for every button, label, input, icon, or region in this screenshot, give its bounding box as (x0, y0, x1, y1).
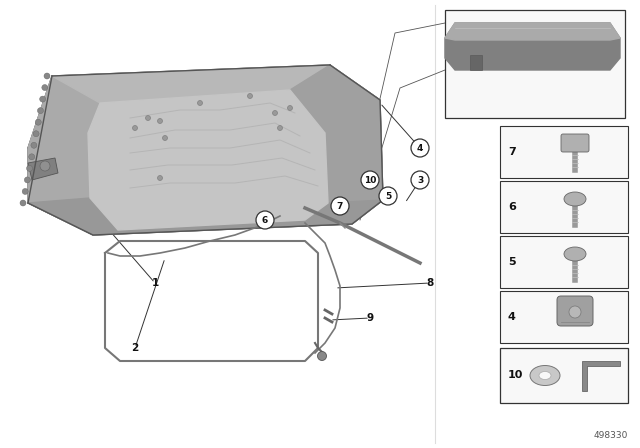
Bar (500, 181, 628, 233)
Text: 5: 5 (508, 257, 516, 267)
Circle shape (157, 176, 163, 181)
Circle shape (31, 142, 37, 148)
Text: 7: 7 (508, 147, 516, 157)
Circle shape (248, 94, 253, 99)
Polygon shape (290, 65, 383, 203)
Text: 4: 4 (417, 143, 423, 152)
Text: 10: 10 (508, 370, 524, 380)
Ellipse shape (564, 192, 586, 206)
Circle shape (198, 100, 202, 105)
Circle shape (44, 73, 50, 79)
Ellipse shape (539, 371, 551, 379)
Bar (500, 291, 628, 343)
Circle shape (273, 111, 278, 116)
Circle shape (411, 139, 429, 157)
Text: 2: 2 (131, 343, 139, 353)
Circle shape (379, 187, 397, 205)
Circle shape (22, 189, 28, 194)
Bar (500, 348, 628, 403)
Polygon shape (88, 90, 328, 230)
FancyBboxPatch shape (557, 296, 593, 326)
Text: 1: 1 (152, 278, 159, 288)
Text: 6: 6 (508, 202, 516, 212)
Circle shape (40, 96, 45, 102)
Text: 9: 9 (367, 313, 374, 323)
Circle shape (38, 108, 44, 114)
Circle shape (42, 85, 48, 90)
Circle shape (317, 352, 326, 361)
Text: 8: 8 (426, 278, 434, 288)
Circle shape (361, 171, 379, 189)
Circle shape (331, 197, 349, 215)
Circle shape (256, 211, 274, 229)
Bar (470, 55, 482, 70)
Polygon shape (88, 90, 328, 230)
Bar (445, 10, 625, 118)
Polygon shape (445, 23, 620, 70)
Ellipse shape (564, 247, 586, 261)
Circle shape (163, 135, 168, 141)
Circle shape (40, 161, 50, 171)
Circle shape (26, 165, 33, 172)
Polygon shape (445, 23, 620, 40)
Text: 4: 4 (508, 312, 516, 322)
Polygon shape (28, 76, 100, 203)
Text: 6: 6 (262, 215, 268, 224)
Text: 3: 3 (417, 176, 423, 185)
Bar (500, 236, 628, 288)
Polygon shape (28, 198, 383, 235)
Text: 5: 5 (385, 191, 391, 201)
Circle shape (157, 119, 163, 124)
Text: 498330: 498330 (594, 431, 628, 440)
Circle shape (411, 171, 429, 189)
Circle shape (29, 154, 35, 160)
Ellipse shape (530, 366, 560, 385)
Circle shape (287, 105, 292, 111)
Polygon shape (582, 361, 620, 391)
Circle shape (145, 116, 150, 121)
Circle shape (35, 119, 41, 125)
Circle shape (132, 125, 138, 130)
Circle shape (33, 131, 39, 137)
Text: 7: 7 (337, 202, 343, 211)
Text: 10: 10 (364, 176, 376, 185)
Circle shape (20, 200, 26, 206)
Polygon shape (28, 158, 58, 180)
FancyBboxPatch shape (561, 134, 589, 152)
Polygon shape (52, 65, 330, 103)
Circle shape (569, 306, 581, 318)
Polygon shape (28, 65, 383, 235)
Circle shape (24, 177, 30, 183)
Circle shape (278, 125, 282, 130)
Bar (500, 126, 628, 178)
